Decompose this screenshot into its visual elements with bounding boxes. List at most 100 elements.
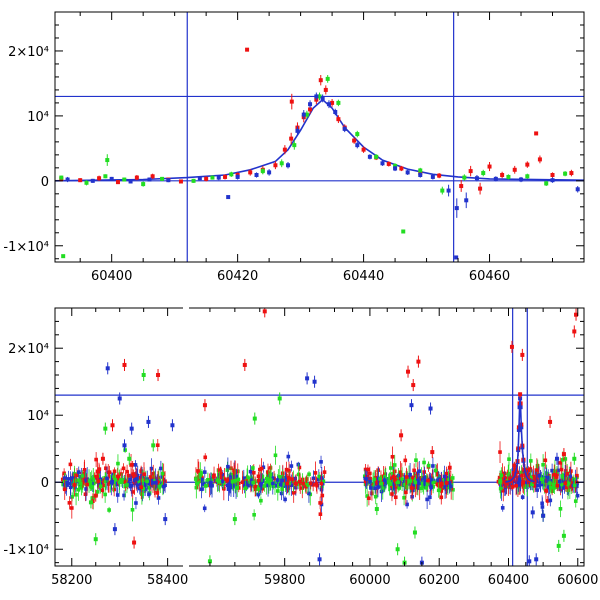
bottom-point-345	[291, 479, 296, 483]
bottom-point-489	[306, 483, 310, 487]
top-point-1-29	[61, 254, 66, 259]
bottom-outlier-1-9	[395, 547, 400, 552]
top-point-2-5	[166, 178, 171, 183]
top-plot-area	[55, 12, 584, 262]
bottom-point-1010	[512, 479, 516, 484]
bottom-outlier-2-14	[527, 559, 532, 564]
bottom-point-672	[428, 495, 432, 500]
bottom-point-713	[446, 478, 451, 482]
bottom-point-837	[528, 467, 533, 471]
top-point-1-15	[336, 100, 341, 105]
bottom-outlier-2-9	[409, 403, 414, 408]
bottom-point-1000	[541, 480, 546, 484]
bottom-point-676	[393, 495, 398, 500]
bottom-point-1037	[548, 478, 553, 483]
bottom-point-349	[248, 469, 253, 474]
bottom-point-456	[307, 472, 311, 477]
bottom-point-444	[256, 487, 261, 491]
bottom-point-241	[120, 478, 124, 482]
bottom-point-951	[533, 483, 538, 488]
bottom-point-986	[516, 483, 521, 487]
bottom-outlier-2-8	[317, 557, 322, 562]
bottom-point-454	[250, 478, 254, 482]
bottom-point-536	[424, 475, 429, 480]
bottom-point-519	[236, 477, 241, 482]
top-point-0-37	[512, 167, 517, 172]
bottom-point-344	[322, 470, 327, 474]
bottom-point-692	[433, 468, 438, 473]
bottom-point-260	[313, 471, 318, 475]
bottom-point-518	[287, 476, 291, 480]
top-point-2-1	[90, 178, 95, 183]
bottom-point-501	[194, 481, 199, 485]
bottom-point-987	[535, 468, 539, 472]
top-point-2-20	[355, 143, 360, 148]
bottom-point-545	[437, 475, 442, 479]
bottom-point-199	[95, 490, 100, 494]
bottom-point-1005	[555, 483, 560, 488]
bottom-outlier-0-7	[406, 369, 411, 374]
bottom-outlier-1-4	[127, 456, 132, 461]
top-point-2-9	[254, 172, 259, 177]
bottom-point-761	[403, 482, 407, 487]
bottom-point-248	[105, 476, 109, 481]
bottom-point-389	[287, 469, 291, 473]
bottom-point-1033	[498, 478, 503, 483]
bottom-xtick-label-4: 60200	[419, 573, 460, 588]
bottom-outlier-0-14	[572, 329, 577, 334]
bottom-point-941	[540, 501, 544, 506]
bottom-point-367	[199, 487, 204, 491]
bottom-point-1023	[497, 475, 502, 480]
bottom-point-646	[435, 472, 440, 477]
bottom-point-130	[147, 486, 151, 490]
bottom-point-635	[434, 480, 439, 485]
bottom-point-745	[439, 481, 444, 486]
top-point-0-20	[318, 78, 323, 83]
bottom-point-71	[115, 482, 119, 487]
bottom-outlier-2-0	[105, 366, 110, 371]
bottom-point-161	[128, 477, 132, 482]
bottom-outlier-2-2	[129, 426, 134, 431]
bottom-point-770	[413, 480, 418, 485]
bottom-point-726	[429, 485, 434, 490]
bottom-outlier-1-6	[232, 517, 237, 522]
bottom-point-693	[417, 469, 422, 473]
bottom-point-186	[67, 501, 72, 505]
bottom-point-701	[446, 485, 450, 489]
bottom-outlier-2-10	[428, 406, 433, 411]
top-point-0-7	[178, 179, 183, 184]
top-point-1-5	[160, 176, 165, 181]
bottom-point-189	[70, 506, 74, 510]
bottom-point-169	[107, 508, 111, 512]
bottom-point-359	[298, 482, 303, 486]
bottom-point-653	[421, 481, 425, 486]
bottom-point-710	[419, 486, 423, 491]
top-point-2-31	[493, 176, 498, 181]
bottom-point-240	[95, 469, 100, 474]
bottom-point-508	[270, 481, 275, 486]
bottom-point-505	[227, 482, 232, 487]
bottom-point-150	[130, 474, 135, 478]
bottom-point-127	[123, 448, 127, 452]
bottom-outlier-0-13	[520, 352, 525, 357]
top-point-2-32	[519, 177, 524, 182]
top-point-2-34	[575, 187, 580, 192]
bottom-point-385	[286, 454, 291, 459]
bottom-outlier-0-2	[100, 456, 105, 461]
bottom-point-716	[392, 463, 397, 467]
bottom-point-114	[125, 469, 129, 474]
bottom-point-712	[363, 479, 368, 484]
bottom-point-509	[285, 481, 290, 486]
bottom-point-462	[265, 476, 269, 481]
top-point-0-38	[525, 162, 530, 167]
bottom-point-251	[133, 463, 138, 467]
top-ytick-label-1: 0	[41, 175, 49, 190]
bottom-point-1039	[548, 481, 552, 485]
bottom-outlier-1-1	[103, 426, 108, 431]
bottom-point-617	[442, 478, 446, 482]
bottom-outlier-0-5	[242, 362, 247, 367]
bottom-point-1007	[538, 480, 543, 484]
bottom-point-1030	[529, 475, 533, 480]
bottom-point-895	[558, 507, 563, 511]
bottom-point-467	[319, 481, 324, 486]
